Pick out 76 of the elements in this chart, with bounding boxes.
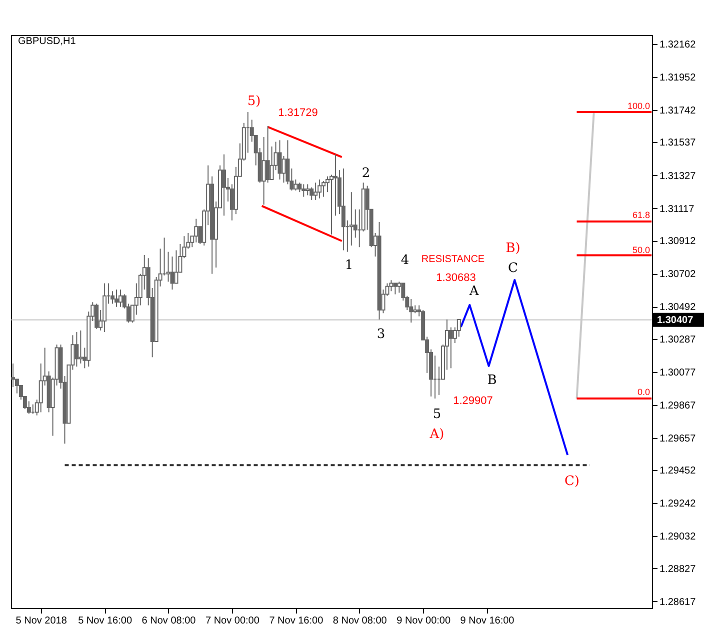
candlestick: [266, 126, 270, 184]
y-tick-label: 1.29867: [660, 400, 696, 412]
x-tick-label: 8 Nov 08:00: [332, 616, 388, 626]
annotation: 2: [362, 166, 370, 181]
candlestick: [302, 184, 306, 198]
candlestick: [333, 154, 338, 216]
y-tick-label: 1.31537: [660, 138, 696, 149]
annotation: 1.30683: [436, 272, 476, 284]
y-tick-label: 1.31742: [660, 106, 696, 117]
y-tick-label: 1.29242: [660, 498, 696, 510]
chart-title: GBPUSD,H1: [18, 36, 76, 47]
y-tick-label: 1.32162: [660, 39, 696, 50]
candlestick: [114, 289, 119, 308]
annotation: B: [487, 373, 497, 388]
annotation: B): [506, 241, 520, 256]
candlestick: [270, 146, 274, 180]
annotation: 5: [432, 407, 442, 422]
annotation: 1.31729: [278, 107, 318, 119]
candlestick: [174, 250, 178, 284]
candlestick: [74, 332, 79, 368]
annotation: 1.29907: [453, 395, 493, 407]
x-tick-label: 9 Nov 16:00: [460, 616, 515, 626]
y-tick-label: 1.28617: [660, 596, 696, 608]
candlestick: [393, 282, 398, 295]
candlestick: [409, 298, 414, 324]
annotation: 3: [376, 327, 386, 342]
annotation: C): [564, 474, 580, 489]
candlestick: [78, 330, 83, 364]
candlestick: [341, 168, 346, 251]
ref-line-label: 1.30407: [657, 314, 694, 326]
candlestick: [294, 179, 298, 192]
y-tick-label: 1.31952: [660, 72, 696, 84]
candlestick: [318, 179, 322, 199]
annotation: 5): [247, 94, 261, 109]
x-tick-label: 5 Nov 2018: [16, 616, 68, 626]
annotation: 50.0: [632, 245, 650, 255]
candlestick: [194, 218, 198, 243]
y-tick-label: 1.29657: [660, 433, 696, 444]
x-tick-label: 9 Nov 00:00: [396, 616, 451, 626]
annotation: A: [468, 284, 480, 299]
annotation: RESISTANCE: [421, 254, 485, 265]
candlestick: [310, 186, 314, 200]
annotation: C: [508, 261, 518, 276]
x-tick-label: 7 Nov 00:00: [205, 616, 260, 626]
y-tick-label: 1.29032: [660, 532, 696, 543]
y-tick-label: 1.28827: [660, 564, 696, 575]
y-tick-label: 1.30287: [660, 334, 696, 346]
candlestick: [322, 180, 326, 198]
candlestick: [222, 154, 226, 216]
y-tick-label: 1.31327: [660, 170, 696, 182]
x-tick-label: 6 Nov 08:00: [142, 616, 196, 626]
x-tick-label: 7 Nov 16:00: [269, 616, 324, 626]
candlestick: [306, 184, 310, 196]
candlestick: [389, 280, 394, 292]
candlestick: [278, 140, 282, 180]
x-tick-label: 5 Nov 16:00: [78, 616, 132, 626]
y-tick-label: 1.31117: [660, 204, 695, 215]
y-tick-label: 1.30702: [660, 269, 696, 280]
candlestick: [298, 182, 302, 193]
candlestick: [448, 326, 453, 369]
annotation: 100.0: [627, 101, 650, 111]
candlestick: [170, 256, 174, 290]
annotation: 61.8: [632, 210, 650, 220]
candlestick: [314, 182, 318, 200]
y-tick-label: 1.30077: [660, 367, 696, 378]
annotation: 4: [400, 253, 410, 268]
candlestick: [10, 362, 15, 388]
y-tick-label: 1.30492: [660, 302, 696, 314]
y-tick-label: 1.29452: [660, 466, 696, 477]
candlestick: [282, 155, 286, 184]
candlestick: [118, 289, 122, 308]
candlestick: [94, 303, 99, 330]
annotation: A): [428, 427, 444, 442]
annotation: 0.0: [637, 387, 650, 397]
annotation: 1: [344, 258, 354, 273]
y-tick-label: 1.30912: [660, 236, 696, 248]
